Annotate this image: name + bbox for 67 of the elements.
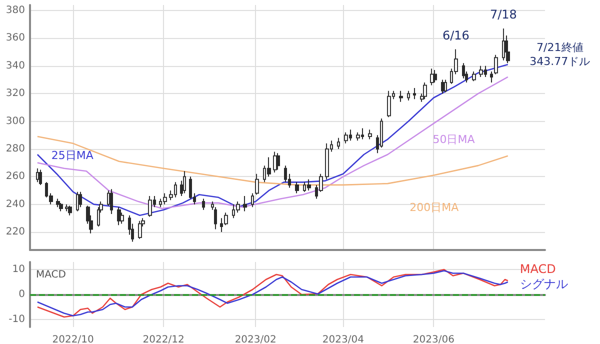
candlestick <box>255 173 259 196</box>
candlestick <box>251 192 254 208</box>
series-label: 200日MA <box>410 201 460 214</box>
candlestick <box>110 188 113 215</box>
x-tick-label: 2023/04 <box>322 334 364 344</box>
candlestick <box>479 65 483 78</box>
candlestick <box>243 196 247 212</box>
candlestick <box>399 90 403 102</box>
candlestick <box>68 205 72 216</box>
candlestick <box>490 70 493 84</box>
annotation: 7/18 <box>490 8 517 22</box>
y-tick-label: -10 <box>8 314 25 325</box>
candlestick <box>202 198 205 210</box>
candlestick <box>117 206 121 226</box>
candlestick <box>39 169 42 186</box>
candlestick <box>295 182 299 194</box>
y-tick-label: 300 <box>6 116 25 127</box>
x-tick-label: 2023/02 <box>234 334 276 344</box>
candlestick <box>76 191 79 212</box>
candlestick <box>56 198 60 208</box>
series-label: シグナル <box>520 277 568 291</box>
x-tick-label: 2022/12 <box>142 334 184 344</box>
y-tick-label: 220 <box>6 226 25 238</box>
candlestick <box>441 79 444 94</box>
y-axis-title: MACD <box>36 270 66 280</box>
series-label: MACD <box>520 262 556 276</box>
candlestick <box>472 70 476 82</box>
y-tick-label: 0 <box>18 289 25 300</box>
candlestick <box>407 90 410 102</box>
candlestick <box>462 62 465 79</box>
annotation: 7/21終値 343.77ドル <box>530 41 590 68</box>
y-tick-label: 320 <box>6 88 25 100</box>
x-tick-label: 2023/06 <box>412 334 454 344</box>
candlestick <box>413 88 416 100</box>
candlestick <box>356 132 360 142</box>
candlestick <box>344 132 348 144</box>
candlestick <box>163 192 167 205</box>
candlestick <box>423 82 427 100</box>
y-tick-label: 260 <box>6 171 25 182</box>
candlestick <box>433 70 437 84</box>
candlestick <box>138 220 142 240</box>
line-series <box>36 136 509 186</box>
y-tick-label: 380 <box>6 5 25 16</box>
y-tick-label: 240 <box>6 198 25 210</box>
annotation: 6/16 <box>442 28 470 42</box>
candlestick <box>387 90 391 118</box>
y-tick-label: 340 <box>6 60 25 72</box>
candlestick <box>444 79 447 93</box>
candlestick <box>183 170 186 194</box>
candlestick <box>337 137 340 150</box>
candlestick <box>325 142 329 180</box>
x-tick-label: 2022/10 <box>52 334 94 344</box>
series-label: 25日MA <box>51 148 94 162</box>
series-label: 50日MA <box>432 132 476 146</box>
candlestick <box>430 68 434 86</box>
y-tick-label: 10 <box>12 264 25 275</box>
candlestick <box>79 191 82 208</box>
candlestick <box>307 178 311 191</box>
candlestick <box>59 202 63 212</box>
y-tick-label: 360 <box>6 32 25 44</box>
candlestick <box>276 152 280 170</box>
candlestick <box>65 204 69 212</box>
candlestick <box>36 168 39 183</box>
candlestick <box>494 54 498 75</box>
candlestick <box>148 196 152 218</box>
y-tick-label: 280 <box>6 143 25 154</box>
candlestick <box>368 129 372 140</box>
